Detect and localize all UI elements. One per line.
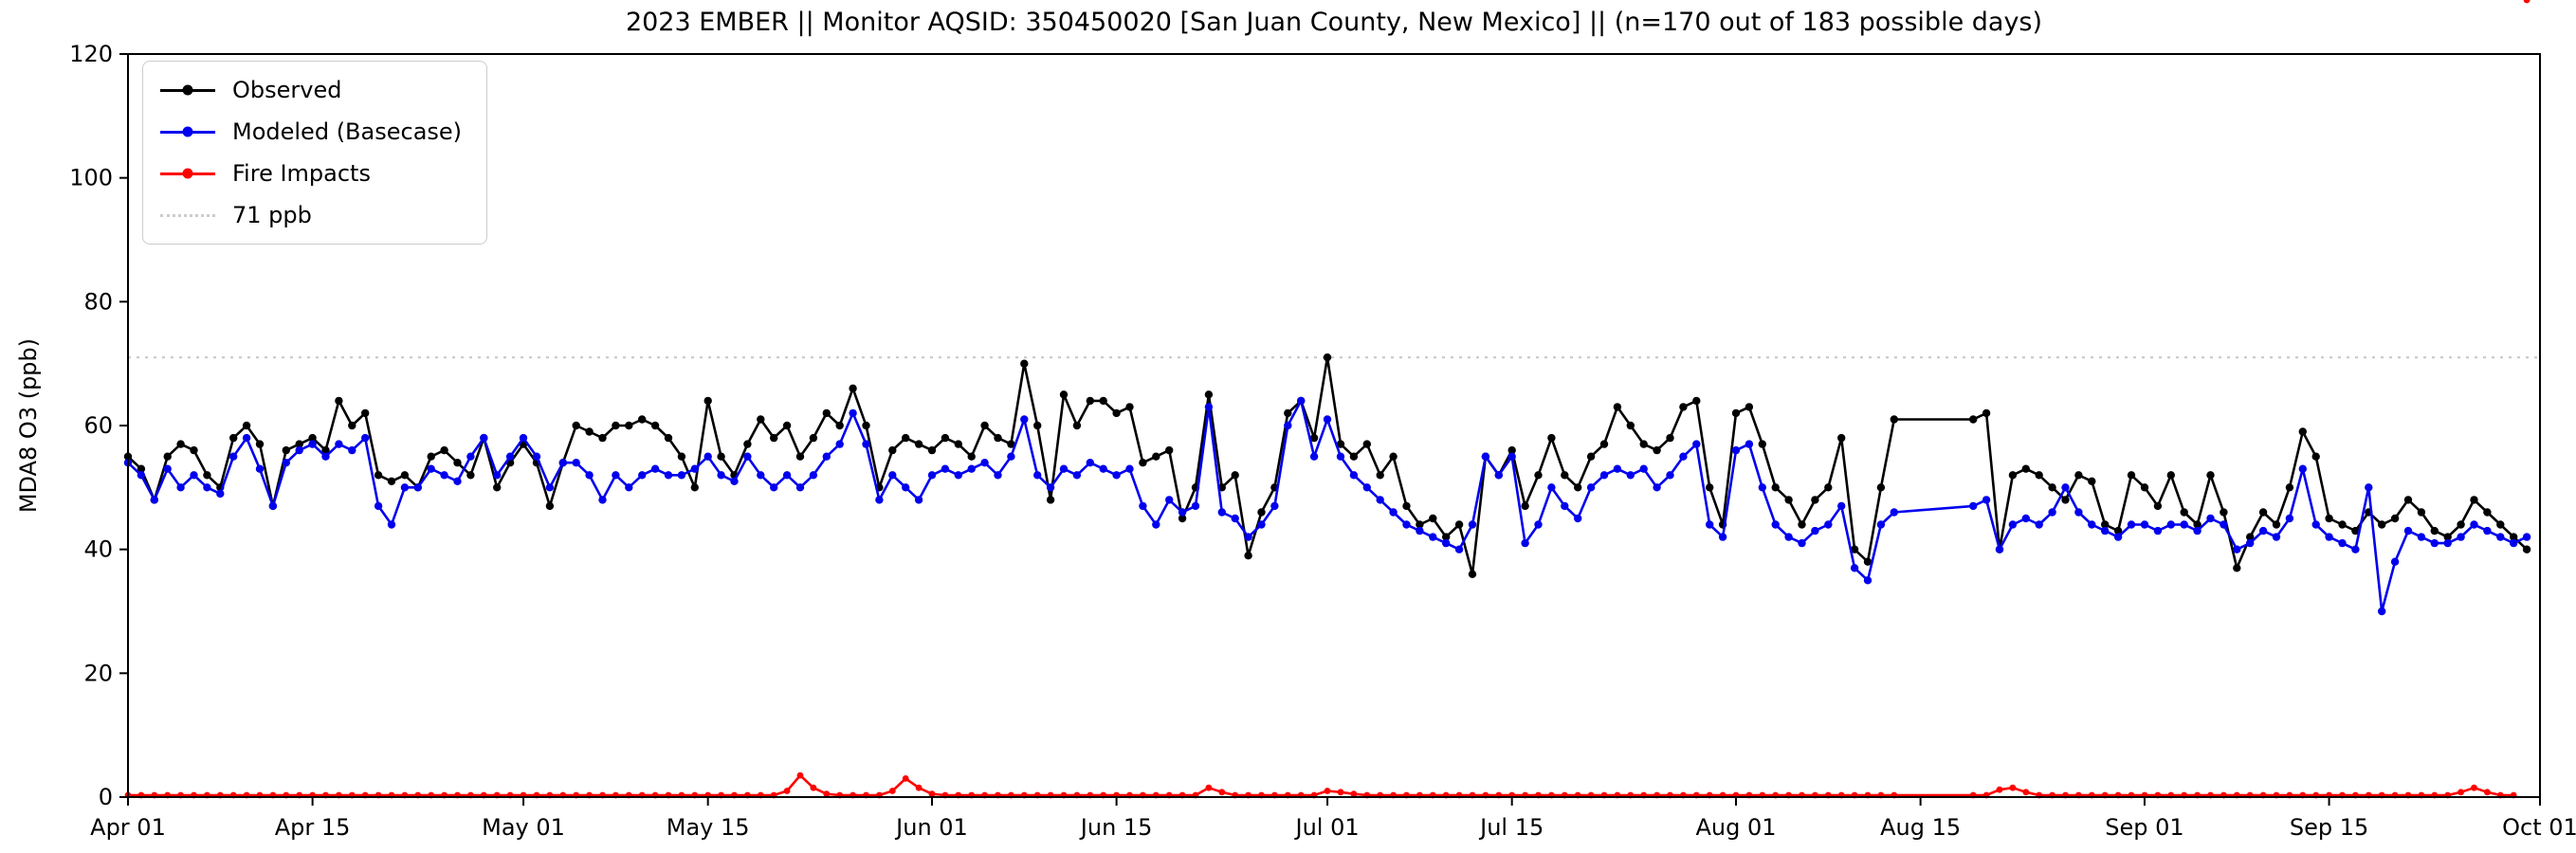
svg-text:80: 80	[83, 288, 113, 315]
svg-text:0: 0	[99, 784, 113, 810]
y-axis: 0 20 40 60 80 100 120	[69, 41, 128, 810]
series-line-2	[128, 773, 2514, 797]
svg-text:Apr 15: Apr 15	[275, 814, 351, 841]
series-line-0	[127, 355, 2528, 576]
svg-text:Oct 01: Oct 01	[2502, 814, 2576, 841]
svg-text:Sep 01: Sep 01	[2105, 814, 2183, 841]
x-axis: Apr 01 Apr 15 May 01 May 15 Jun 01 Jun 15 Jul …	[90, 797, 2576, 841]
svg-text:20: 20	[83, 660, 113, 686]
legend-label-observed: Observed	[232, 77, 342, 103]
legend: Observed Modeled (Basecase) Fire Impacts…	[142, 61, 488, 245]
svg-text:Jul 15: Jul 15	[1478, 814, 1544, 841]
legend-item-threshold: 71 ppb	[160, 202, 462, 228]
svg-text:120: 120	[69, 41, 113, 67]
legend-label-fire-impacts: Fire Impacts	[232, 160, 371, 187]
svg-text:Jul 01: Jul 01	[1293, 814, 1359, 841]
series-markers-0	[123, 353, 2531, 578]
svg-text:40: 40	[83, 536, 113, 563]
svg-text:May 15: May 15	[667, 814, 750, 841]
legend-label-modeled: Modeled (Basecase)	[232, 118, 463, 145]
svg-text:Jun 01: Jun 01	[894, 814, 968, 841]
svg-text:Apr 01: Apr 01	[90, 814, 166, 841]
svg-text:Aug 15: Aug 15	[1880, 814, 1961, 841]
series-markers-1	[123, 396, 2531, 616]
legend-line-modeled	[160, 126, 215, 137]
svg-text:Sep 15: Sep 15	[2290, 814, 2368, 841]
series-line-1	[127, 399, 2528, 613]
chart-title: 2023 EMBER || Monitor AQSID: 350450020 […	[625, 8, 2043, 37]
legend-line-observed	[160, 84, 215, 96]
svg-text:60: 60	[83, 412, 113, 439]
legend-item-modeled: Modeled (Basecase)	[160, 118, 462, 145]
svg-text:100: 100	[69, 165, 113, 191]
svg-text:Aug 01: Aug 01	[1695, 814, 1776, 841]
svg-text:May 01: May 01	[482, 814, 565, 841]
plot-frame	[127, 53, 2541, 798]
legend-item-observed: Observed	[160, 77, 462, 103]
legend-label-threshold: 71 ppb	[232, 202, 312, 228]
legend-line-threshold	[160, 213, 215, 217]
svg-text:Jun 15: Jun 15	[1079, 814, 1153, 841]
legend-item-fire-impacts: Fire Impacts	[160, 160, 462, 187]
legend-line-fire-impacts	[160, 168, 215, 179]
